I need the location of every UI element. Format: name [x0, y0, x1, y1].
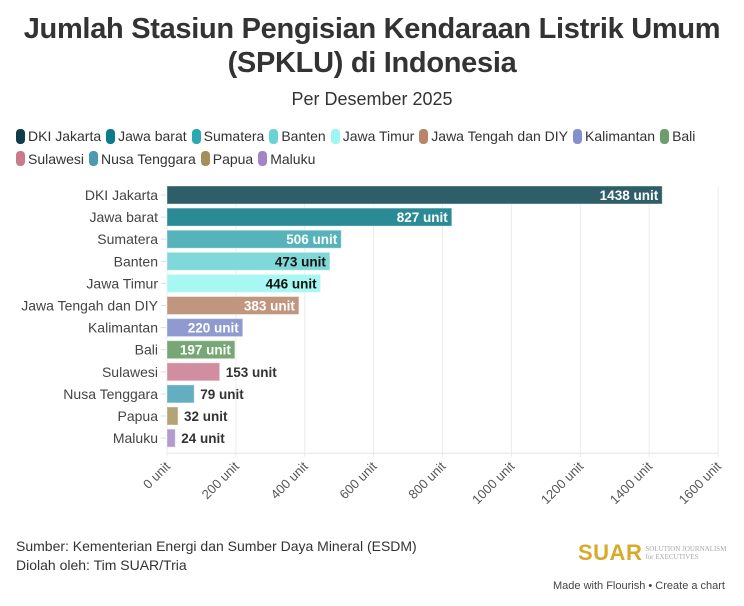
legend-label: Sumatera: [203, 128, 265, 144]
data-label: 1438 unit: [600, 188, 659, 203]
chart-title-line2: (SPKLU) di Indonesia: [227, 47, 517, 79]
x-tick-label: 1400 unit: [607, 458, 656, 507]
legend-item[interactable]: Sumatera: [191, 126, 265, 146]
chart-title: Jumlah Stasiun Pengisian Kendaraan Listr…: [0, 12, 744, 80]
legend-label: Sulawesi: [28, 150, 85, 167]
category-label: Sumatera: [97, 231, 158, 247]
data-label: 220 unit: [188, 321, 240, 336]
category-label: Banten: [114, 253, 158, 269]
x-tick-label: 800 unit: [405, 458, 449, 502]
source-note: Sumber: Kementerian Energi dan Sumber Da…: [16, 538, 417, 554]
bar: [166, 251, 331, 271]
legend-label: Jawa barat: [118, 128, 187, 144]
legend-swatch: [419, 128, 429, 144]
legend-label: Maluku: [270, 150, 316, 167]
legend-swatch: [660, 128, 670, 144]
legend-label: Jawa Timur: [342, 128, 415, 144]
x-tick-label: 1200 unit: [538, 458, 587, 507]
category-label: Nusa Tenggara: [63, 386, 158, 402]
footer-notes: Sumber: Kementerian Energi dan Sumber Da…: [16, 537, 417, 575]
bar: [166, 428, 176, 448]
legend-item[interactable]: Jawa Tengah dan DIY: [419, 126, 568, 146]
legend-item[interactable]: Sulawesi: [16, 149, 84, 169]
legend-swatch: [573, 128, 583, 144]
x-tick-label: 1000 unit: [469, 458, 518, 507]
data-label: 32 unit: [184, 409, 228, 424]
legend-swatch: [16, 128, 25, 144]
legend-swatch: [191, 128, 201, 144]
data-label: 473 unit: [275, 254, 327, 269]
bar: [166, 273, 322, 293]
chart-subtitle: Per Desember 2025: [291, 89, 453, 109]
legend-swatch: [200, 151, 210, 166]
legend-swatch: [106, 128, 116, 144]
legend-item[interactable]: Banten: [269, 126, 326, 146]
category-label: Maluku: [113, 430, 158, 446]
x-tick-label: 400 unit: [268, 458, 312, 502]
category-label: Kalimantan: [88, 320, 158, 336]
logo-tagline: SOLUTION JOURNALISM for EXECUTIVES: [645, 545, 726, 561]
legend-label: Kalimantan: [585, 128, 656, 144]
x-tick-label: 1600 unit: [676, 458, 725, 507]
legend-swatch: [269, 128, 279, 144]
bar-chart: 0 unit 200 unit 400 unit 600 unit 800 unit 10…: [21, 185, 725, 507]
category-label: Jawa Tengah dan DIY: [21, 298, 158, 314]
legend-item[interactable]: Nusa Tenggara: [89, 149, 196, 169]
x-tick-label: 200 unit: [199, 458, 243, 502]
bar: [166, 296, 300, 315]
logo-tagline-line1: SOLUTION JOURNALISM: [645, 545, 727, 553]
legend-label: Papua: [212, 150, 254, 167]
legend-item[interactable]: Papua: [200, 149, 254, 169]
processed-by-note: Diolah oleh: Tim SUAR/Tria: [16, 557, 187, 573]
logo-tagline-line2: for EXECUTIVES: [645, 553, 699, 561]
data-label: 197 unit: [180, 343, 232, 358]
chart-title-line1: Jumlah Stasiun Pengisian Kendaraan Listr…: [23, 13, 721, 45]
legend-label: Bali: [672, 128, 696, 144]
category-label: Papua: [118, 408, 159, 424]
legend-swatch: [16, 151, 25, 166]
legend-swatch: [258, 151, 268, 166]
data-label: 827 unit: [397, 210, 449, 225]
bar: [166, 384, 195, 404]
legend-label: Banten: [281, 128, 326, 144]
data-label: 153 unit: [226, 365, 278, 380]
category-label: Bali: [135, 342, 158, 358]
legend-label: Jawa Tengah dan DIY: [431, 128, 569, 144]
legend-swatch: [89, 151, 99, 166]
data-label: 79 unit: [200, 387, 244, 402]
data-label: 506 unit: [286, 232, 338, 247]
category-label: Sulawesi: [102, 364, 158, 380]
suar-logo: SUAR SOLUTION JOURNALISM for EXECUTIVES: [578, 540, 726, 566]
flourish-credit-link[interactable]: Made with Flourish • Create a chart: [553, 580, 725, 592]
logo-text: SUAR: [578, 540, 643, 565]
data-label: 24 unit: [181, 431, 225, 446]
chart-legend: DKI Jakarta Jawa barat Sumatera Banten Jawa …: [16, 126, 736, 171]
legend-swatch: [330, 128, 340, 144]
x-tick-label: 600 unit: [336, 458, 380, 502]
x-tick-label: 0 unit: [140, 458, 173, 491]
legend-item[interactable]: Jawa barat: [106, 126, 187, 146]
category-label: DKI Jakarta: [85, 187, 158, 203]
bar: [166, 340, 236, 360]
bar: [166, 185, 663, 205]
legend-item[interactable]: DKI Jakarta: [16, 126, 101, 146]
bar: [166, 362, 221, 382]
data-label: 446 unit: [266, 276, 318, 291]
legend-item[interactable]: Jawa Timur: [330, 126, 415, 146]
legend-label: DKI Jakarta: [28, 128, 102, 144]
legend-item[interactable]: Maluku: [258, 149, 315, 169]
bar: [166, 318, 244, 338]
data-label: 383 unit: [244, 299, 296, 314]
bar: [166, 207, 453, 227]
legend-item[interactable]: Bali: [660, 126, 695, 146]
category-label: Jawa Timur: [86, 275, 158, 291]
category-label: Jawa barat: [90, 209, 159, 225]
legend-label: Nusa Tenggara: [101, 150, 196, 167]
bar: [166, 406, 179, 426]
legend-item[interactable]: Kalimantan: [573, 126, 655, 146]
bar: [166, 229, 342, 249]
